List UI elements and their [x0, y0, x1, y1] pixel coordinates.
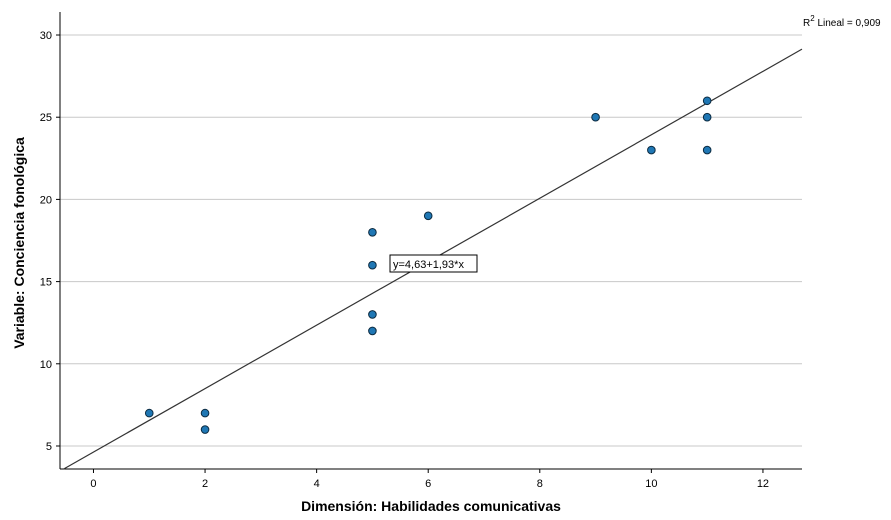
data-point [200, 425, 210, 434]
data-point [702, 145, 712, 155]
data-point [144, 408, 154, 418]
data-point [647, 145, 656, 155]
x-tick-label: 0 [90, 478, 96, 490]
x-tick-label: 4 [314, 478, 320, 490]
y-tick-label: 5 [46, 441, 52, 453]
ticks: 5 10 15 20 25 30 0 2 4 6 8 10 12 [40, 30, 769, 490]
x-tick-label: 6 [425, 478, 431, 490]
data-point [423, 211, 433, 221]
data-point [368, 326, 377, 336]
r2-prefix: R [803, 18, 810, 29]
data-point [702, 96, 712, 106]
data-point [368, 310, 377, 319]
axes [59, 12, 802, 470]
y-tick-label: 15 [40, 277, 52, 289]
x-tick-label: 8 [537, 478, 543, 490]
data-point [368, 260, 377, 270]
data-point [702, 112, 712, 122]
data-point [200, 408, 210, 418]
fit-equation-label: y=4,63+1,93*x [389, 254, 478, 273]
r2-superscript: 2 [810, 14, 815, 23]
y-tick-label: 20 [40, 194, 52, 206]
x-tick-label: 2 [202, 478, 208, 490]
grid-lines [60, 34, 802, 447]
fit-equation-box [389, 254, 478, 273]
y-tick-label: 25 [40, 112, 52, 124]
y-tick-label: 10 [40, 359, 52, 371]
r2-label: R2 Lineal = 0,909 [803, 14, 881, 29]
x-tick-label: 12 [757, 478, 769, 490]
x-tick-label: 10 [645, 478, 657, 490]
data-point [368, 227, 377, 237]
fit-equation-text: y=4,63+1,93*x [393, 259, 464, 271]
data-points [144, 96, 712, 434]
y-tick-label: 30 [40, 30, 52, 42]
data-point [591, 112, 600, 122]
x-axis-title: Dimensión: Habilidades comunicativas [301, 498, 561, 514]
y-axis-title: Variable: Conciencia fonológica [11, 137, 27, 349]
r2-value: Lineal = 0,909 [815, 18, 881, 29]
